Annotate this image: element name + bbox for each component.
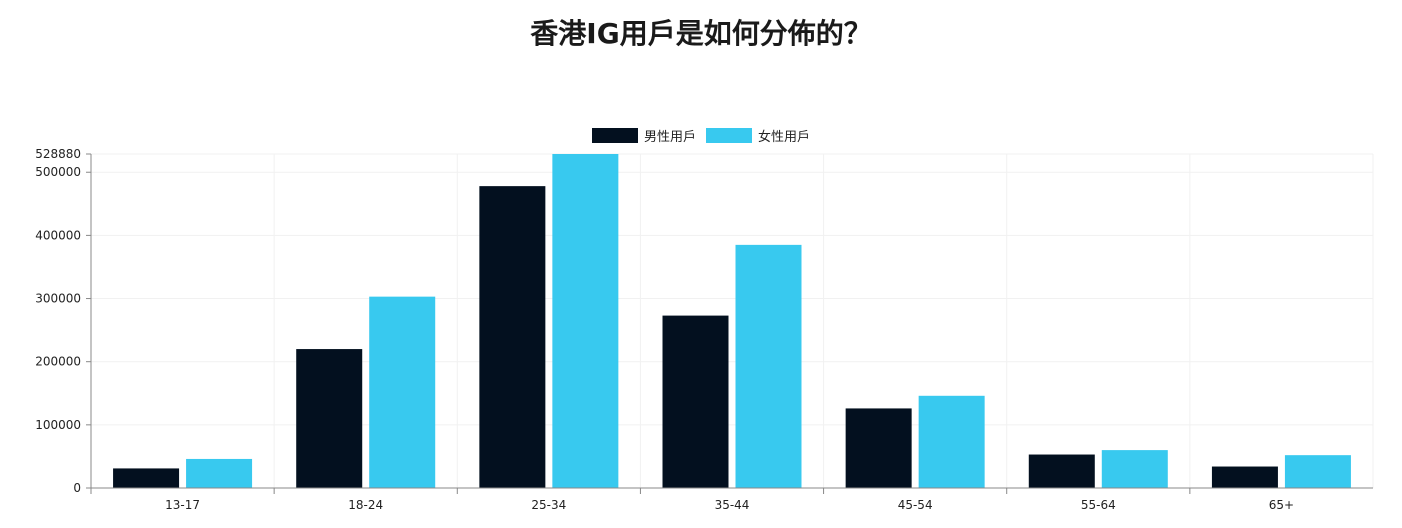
legend-swatch-male <box>591 128 638 143</box>
bar-female-13-17 <box>186 458 253 488</box>
bar-male-35-44 <box>662 315 729 488</box>
bar-female-35-44 <box>735 244 802 488</box>
y-tick-label-5: 500000 <box>35 165 81 179</box>
x-tick-label-65+: 65+ <box>1269 498 1294 512</box>
chart-legend: 男性用戶 女性用戶 <box>0 126 1402 145</box>
bar-male-18-24 <box>296 349 363 488</box>
bar-male-13-17 <box>113 468 180 488</box>
x-tick-label-25-34: 25-34 <box>531 498 566 512</box>
x-tick-label-45-54: 45-54 <box>898 498 933 512</box>
bar-female-25-34 <box>552 154 619 488</box>
y-tick-label-6: 528880 <box>35 147 81 161</box>
y-tick-label-2: 200000 <box>35 355 81 369</box>
bar-male-55-64 <box>1028 454 1095 488</box>
y-tick-label-3: 300000 <box>35 292 81 306</box>
bar-male-25-34 <box>479 186 546 488</box>
y-tick-label-4: 400000 <box>35 228 81 242</box>
bar-female-45-54 <box>918 395 985 488</box>
x-tick-label-13-17: 13-17 <box>165 498 200 512</box>
x-tick-label-55-64: 55-64 <box>1081 498 1116 512</box>
y-tick-label-0: 0 <box>73 481 81 495</box>
legend-swatch-female <box>706 128 752 143</box>
bar-female-65+ <box>1284 455 1351 488</box>
bar-female-18-24 <box>369 296 436 488</box>
legend-item-male[interactable]: 男性用戶 <box>591 126 696 145</box>
y-tick-label-1: 100000 <box>35 418 81 432</box>
x-tick-label-18-24: 18-24 <box>348 498 383 512</box>
legend-item-female[interactable]: 女性用戶 <box>706 126 810 145</box>
bar-male-65+ <box>1211 466 1278 488</box>
legend-label-female: 女性用戶 <box>758 130 811 145</box>
bar-male-45-54 <box>845 408 912 488</box>
x-tick-label-35-44: 35-44 <box>715 498 750 512</box>
chart-title: 香港IG用戶是如何分佈的？ <box>530 17 872 50</box>
bar-female-55-64 <box>1101 450 1168 488</box>
legend-label-male: 男性用戶 <box>643 130 696 145</box>
